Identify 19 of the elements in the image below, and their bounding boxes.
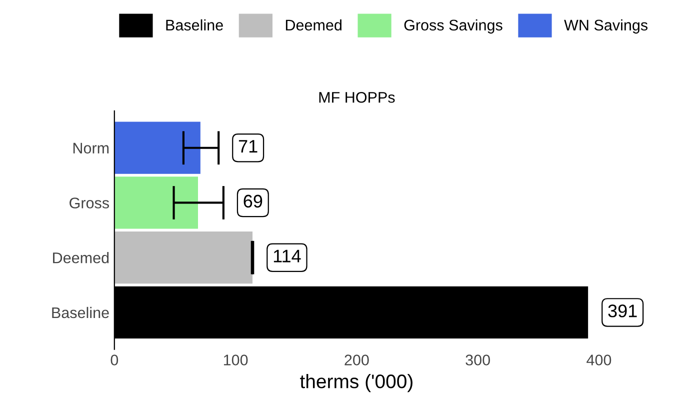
y-tick-label: Baseline: [52, 306, 109, 318]
x-tick-label: 0: [110, 354, 118, 366]
x-tick-label: 100: [224, 354, 248, 366]
y-tick-label: Norm: [73, 142, 109, 154]
legend-label: Baseline: [166, 19, 223, 31]
data-label: 69: [244, 194, 262, 208]
x-tick-label: 200: [344, 354, 369, 366]
x-axis-title: therms ('000): [300, 374, 412, 392]
data-label: 71: [238, 140, 258, 153]
y-tick-label: Gross: [70, 198, 109, 208]
legend-label: Deemed: [286, 19, 342, 31]
legend-label: Gross Savings: [404, 19, 502, 34]
y-tick-label: Deemed: [53, 252, 109, 264]
x-tick-label: 400: [586, 354, 612, 366]
data-label: 114: [274, 250, 301, 262]
data-label: 391: [608, 304, 637, 318]
legend-label: WN Savings: [564, 19, 648, 34]
chart-title: MF HOPPs: [319, 92, 395, 103]
x-tick-label: 300: [466, 354, 490, 366]
